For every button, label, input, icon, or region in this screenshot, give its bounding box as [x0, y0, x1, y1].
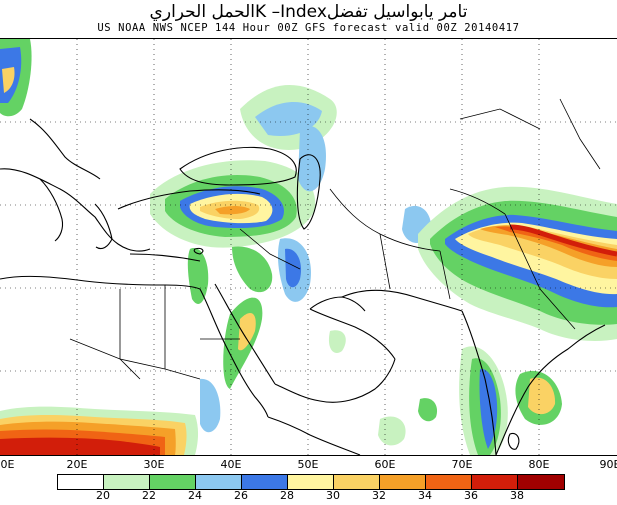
lon-label-90e: 90E [599, 458, 617, 471]
colorbar-box [242, 475, 288, 489]
colorbar-box [196, 475, 242, 489]
colorbar-label: 28 [280, 489, 294, 502]
coastlines [0, 98, 606, 455]
colorbar-label: 22 [142, 489, 156, 502]
colorbar-box [150, 475, 196, 489]
colorbar-box [58, 475, 104, 489]
colorbar-label: 34 [418, 489, 432, 502]
lon-label-50e: 50E [297, 458, 319, 471]
k-index-map [0, 38, 617, 456]
colorbar-label: 30 [326, 489, 340, 502]
colorbar-box [426, 475, 472, 489]
colorbar-label: 20 [96, 489, 110, 502]
map-title: الحمل الحراريK –Indexتامر يابواسيل تفضل [149, 2, 468, 22]
lon-label-60e: 60E [374, 458, 396, 471]
colorbar-label: 32 [372, 489, 386, 502]
colorbar-label: 26 [234, 489, 248, 502]
colorbar [57, 474, 565, 490]
colorbar-box [518, 475, 564, 489]
colorbar-label: 38 [510, 489, 524, 502]
lon-label-70e: 70E [451, 458, 473, 471]
colorbar-box [334, 475, 380, 489]
lon-label-20e: 20E [66, 458, 88, 471]
colorbar-box [104, 475, 150, 489]
lon-label-80e: 80E [528, 458, 550, 471]
map-subtitle: US NOAA NWS NCEP 144 Hour 00Z GFS foreca… [97, 22, 520, 34]
colorbar-box [472, 475, 518, 489]
lon-label-30e: 30E [143, 458, 165, 471]
colorbar-label: 36 [464, 489, 478, 502]
colorbar-box [288, 475, 334, 489]
lon-label-10e: 10E [0, 458, 15, 471]
lon-label-40e: 40E [220, 458, 242, 471]
colorbar-box [380, 475, 426, 489]
colorbar-label: 24 [188, 489, 202, 502]
k-index-shading [0, 39, 617, 455]
